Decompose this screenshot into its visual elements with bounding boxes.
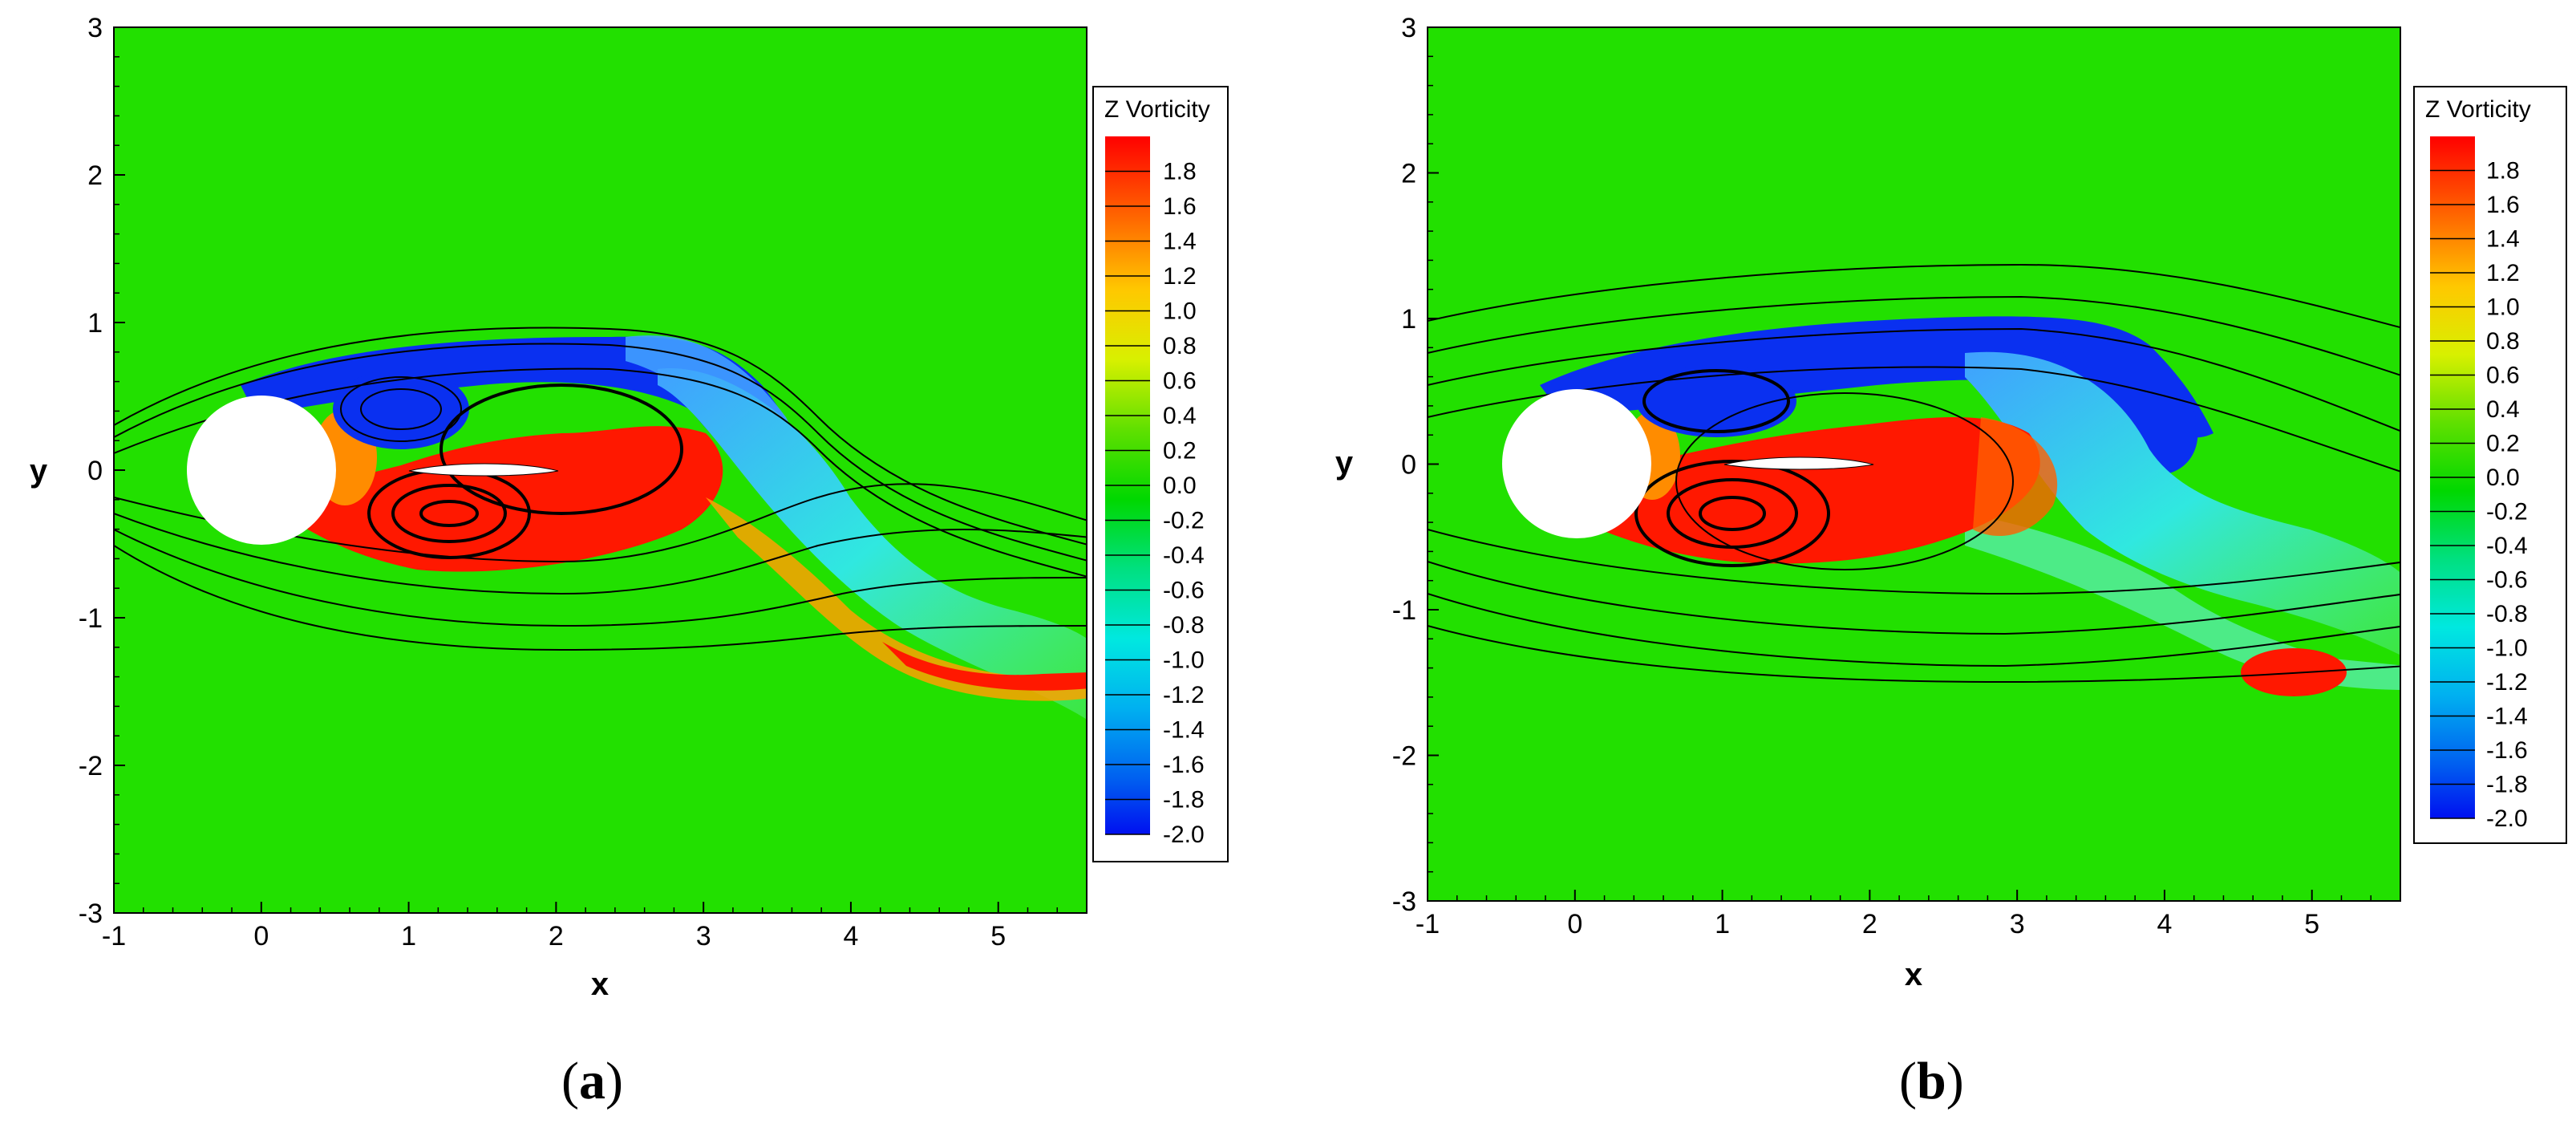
negative-eddy-a <box>333 369 469 449</box>
y-tick-label: 2 <box>87 160 103 191</box>
x-axis-label-a: x <box>591 967 609 1002</box>
y-tick-label: -1 <box>1392 595 1416 626</box>
y-tick-label: -1 <box>79 603 103 634</box>
colorbar-tick-label: -0.4 <box>1163 542 1205 569</box>
colorbar-title-a: Z Vorticity <box>1104 96 1210 123</box>
vorticity-field-b <box>1428 263 2400 696</box>
colorbar-tick-label: 0.2 <box>1163 438 1197 465</box>
y-tick-label: 3 <box>1401 13 1416 43</box>
plate-a <box>408 463 559 477</box>
lower-red-region-b <box>1540 417 2040 564</box>
y-tick-label: 3 <box>87 13 103 43</box>
colorbar-tick-label: 0.0 <box>2486 465 2520 491</box>
x-tick-label: 3 <box>2010 909 2025 939</box>
colorbar-tick-label: -0.2 <box>1163 508 1205 534</box>
y-tick-label: 2 <box>1401 159 1416 189</box>
x-tick-label: 1 <box>401 921 416 951</box>
streamlines-b <box>1428 263 2400 684</box>
x-tick-label: 2 <box>549 921 564 951</box>
x-tick-label: 0 <box>253 921 269 951</box>
colorbar-tick-label: -1.6 <box>2486 737 2528 764</box>
panel-label-b: b <box>1916 1052 1946 1110</box>
panel-caption-a: (a) <box>561 1052 623 1110</box>
panel-label-a: a <box>578 1052 606 1110</box>
colorbar-tick-label: 0.6 <box>1163 368 1197 395</box>
plate-b <box>1723 456 1874 470</box>
negative-eddy-b <box>1636 365 1796 437</box>
colorbar-tick-label: -1.0 <box>1163 647 1205 674</box>
colorbar-tick-label: -0.8 <box>1163 612 1205 639</box>
x-tick-label: 5 <box>990 921 1006 951</box>
colorbar-tick-label: -1.8 <box>2486 772 2528 798</box>
colorbar-tick-label: 1.6 <box>1163 193 1197 220</box>
cylinder-b <box>1502 389 1651 538</box>
x-tick-label: 4 <box>2157 909 2172 939</box>
y-tick-label: -3 <box>1392 887 1416 917</box>
x-tick-label: -1 <box>1416 909 1440 939</box>
colorbar-tick-label: 0.2 <box>2486 431 2520 457</box>
y-tick-label: -2 <box>79 751 103 781</box>
panel-caption-b: (b) <box>1899 1052 1964 1110</box>
y-axis-label-b: y <box>1335 445 1354 481</box>
y-tick-label: 0 <box>87 456 103 486</box>
colorbar-tick-label: 1.6 <box>2486 192 2520 218</box>
colorbar-tick-label: -1.2 <box>1163 682 1205 708</box>
colorbar-tick-label: -1.4 <box>2486 704 2528 730</box>
y-tick-label: -2 <box>1392 741 1416 772</box>
axes-a: -1 0 1 2 3 4 5 -3 -2 -1 0 1 2 3 <box>79 13 1088 951</box>
y-tick-label: -3 <box>79 899 103 929</box>
y-tick-label: 1 <box>1401 304 1416 335</box>
x-tick-label: 0 <box>1567 909 1582 939</box>
y-tick-label: 0 <box>1401 450 1416 481</box>
colorbar-tick-label: 0.8 <box>2486 328 2520 355</box>
x-tick-label: -1 <box>102 921 126 951</box>
colorbar-ticks-a: 1.8 1.6 1.4 1.2 1.0 0.8 0.6 0.4 0.2 0.0 -0.2 -0.4 -0… <box>1105 159 1205 848</box>
colorbar-tick-label: -2.0 <box>1163 822 1205 848</box>
colorbar-tick-label: -0.2 <box>2486 499 2528 525</box>
colorbar-ticks-b: 1.8 1.6 1.4 1.2 1.0 0.8 0.6 0.4 0.2 0.0 -0.2 -0.4 -0… <box>2430 158 2528 832</box>
colorbar-tick-label: 1.2 <box>2486 260 2520 286</box>
colorbar-tick-label: -1.0 <box>2486 635 2528 662</box>
colorbar-tick-label: 1.4 <box>1163 229 1197 255</box>
colorbar-tick-label: -2.0 <box>2486 805 2528 832</box>
colorbar-tick-label: 1.8 <box>2486 158 2520 185</box>
colorbar-tick-label: 1.2 <box>1163 263 1197 290</box>
colorbar-tick-label: -0.8 <box>2486 601 2528 627</box>
colorbar-tick-label: -1.2 <box>2486 669 2528 696</box>
colorbar-tick-label: 1.0 <box>2486 294 2520 321</box>
colorbar-tick-label: 1.0 <box>1163 298 1197 325</box>
colorbar-tick-label: 0.4 <box>2486 396 2520 423</box>
cyan-wake-b <box>1965 351 2400 655</box>
colorbar-tick-label: 0.6 <box>2486 363 2520 389</box>
x-axis-label-b: x <box>1905 957 1922 992</box>
colorbar-tick-label: 0.0 <box>1163 473 1197 499</box>
cylinder-a <box>187 396 336 545</box>
cyan-wake-a <box>658 368 1087 720</box>
x-tick-label: 5 <box>2304 909 2319 939</box>
x-tick-label: 1 <box>1715 909 1730 939</box>
x-tick-label: 3 <box>696 921 711 951</box>
colorbar-tick-label: -0.6 <box>1163 578 1205 604</box>
colorbar-tick-label: 0.8 <box>1163 333 1197 359</box>
colorbar-tick-label: -1.8 <box>1163 787 1205 813</box>
axes-b: -1 0 1 2 3 4 5 -3 -2 -1 0 1 2 3 <box>1392 13 2401 939</box>
y-axis-label-a: y <box>30 453 48 489</box>
colorbar-tick-label: 1.8 <box>1163 159 1197 185</box>
x-tick-label: 4 <box>843 921 858 951</box>
colorbar-tick-label: -0.6 <box>2486 567 2528 594</box>
vorticity-field-a <box>114 327 1087 720</box>
colorbar-tick-label: -0.4 <box>2486 533 2528 559</box>
colorbar-tick-label: -1.4 <box>1163 717 1205 744</box>
colorbar-tick-label: 1.4 <box>2486 226 2520 253</box>
colorbar-tick-label: 0.4 <box>1163 403 1197 429</box>
x-tick-label: 2 <box>1862 909 1877 939</box>
colorbar-tick-label: -1.6 <box>1163 752 1205 778</box>
upper-shear-layer-b <box>1540 316 2213 438</box>
y-tick-label: 1 <box>87 308 103 339</box>
colorbar-title-b: Z Vorticity <box>2425 96 2531 123</box>
